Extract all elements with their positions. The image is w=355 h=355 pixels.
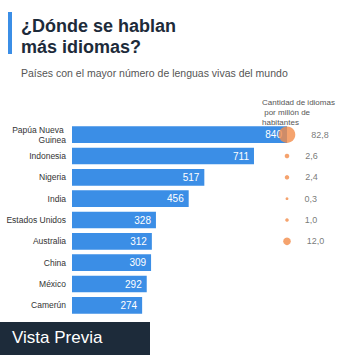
svg-text:Países con el mayor número de: Países con el mayor número de lenguas vi… [21, 67, 288, 79]
svg-text:312: 312 [130, 236, 147, 247]
svg-text:India: India [48, 194, 67, 204]
svg-text:0,3: 0,3 [304, 194, 317, 204]
svg-text:Indonesia: Indonesia [29, 151, 66, 161]
svg-text:328: 328 [134, 215, 151, 226]
svg-text:517: 517 [183, 172, 200, 183]
svg-text:Australia: Australia [33, 236, 66, 246]
svg-text:Guinea: Guinea [39, 135, 67, 145]
svg-text:711: 711 [233, 151, 249, 162]
svg-text:¿Dónde se hablan: ¿Dónde se hablan [21, 16, 181, 36]
svg-text:Cantidad de idiomas: Cantidad de idiomas [262, 98, 335, 107]
svg-text:China: China [44, 258, 66, 268]
svg-text:456: 456 [167, 193, 184, 204]
svg-text:por millón de: por millón de [262, 108, 312, 117]
svg-text:12,0: 12,0 [307, 236, 325, 246]
svg-text:840: 840 [265, 129, 282, 141]
svg-text:Papúa Nueva: Papúa Nueva [12, 125, 66, 135]
svg-text:274: 274 [120, 300, 137, 311]
svg-text:1,0: 1,0 [305, 215, 318, 225]
svg-text:Camerún: Camerún [31, 300, 66, 310]
svg-text:292: 292 [125, 279, 142, 290]
svg-text:2,4: 2,4 [305, 172, 318, 182]
svg-text:2,6: 2,6 [305, 151, 318, 161]
svg-text:Vista Previa: Vista Previa [12, 328, 103, 347]
svg-text:82,8: 82,8 [311, 130, 329, 140]
svg-text:Nigeria: Nigeria [39, 172, 66, 182]
svg-text:más idiomas?: más idiomas? [21, 37, 141, 57]
svg-text:Estados Unidos: Estados Unidos [6, 215, 66, 225]
svg-text:habitantes: habitantes [262, 118, 299, 127]
svg-text:México: México [39, 279, 66, 289]
svg-text:309: 309 [129, 257, 146, 268]
